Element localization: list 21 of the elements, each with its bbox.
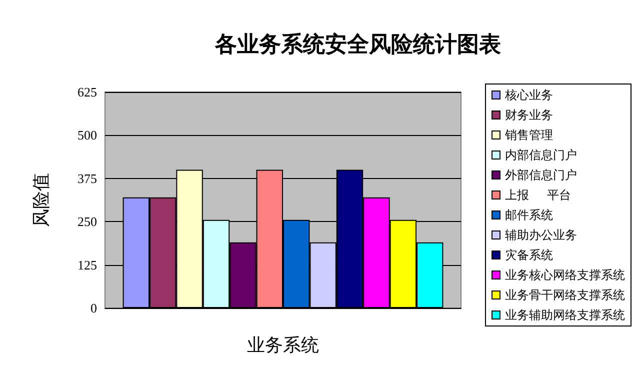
y-tick-label: 625 — [78, 84, 97, 100]
y-axis-title: 风险值 — [31, 173, 51, 227]
legend-label: 业务核心网络支撑系统 — [505, 268, 625, 282]
y-tick-label: 125 — [78, 257, 97, 272]
legend-label: 辅助办公业务 — [505, 228, 577, 242]
legend-label: 外部信息门户 — [505, 168, 577, 182]
legend-label: 业务骨干网络支撑系统 — [505, 288, 625, 302]
y-tick-label: 375 — [78, 170, 97, 186]
y-tick-label: 0 — [90, 300, 97, 316]
y-tick-label: 250 — [78, 214, 97, 230]
legend-label: 财务业务 — [505, 108, 553, 122]
x-axis-title: 业务系统 — [247, 335, 319, 355]
legend-label: 销售管理 — [504, 128, 553, 142]
chart-title: 各业务系统安全风险统计图表 — [214, 32, 501, 56]
legend-label: 业务辅助网络支撑系统 — [505, 308, 625, 322]
legend-label: 内部信息门户 — [505, 148, 577, 162]
y-tick-label: 500 — [78, 128, 97, 143]
legend-label: 邮件系统 — [505, 208, 553, 222]
legend-label: 灾备系统 — [505, 248, 553, 262]
legend-label: 上报 平台 — [505, 188, 571, 202]
legend-label: 核心业务 — [504, 88, 553, 102]
